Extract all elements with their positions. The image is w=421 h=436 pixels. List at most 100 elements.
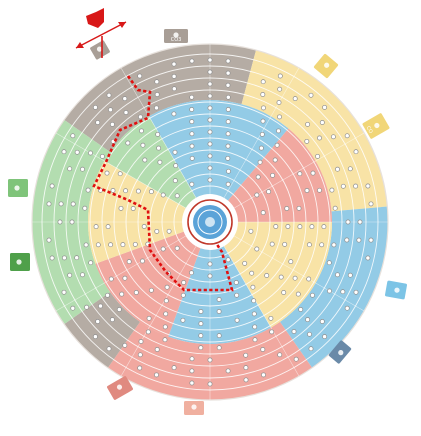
board-space[interactable] [105, 292, 110, 298]
board-space[interactable] [225, 155, 231, 161]
board-space[interactable] [189, 380, 195, 386]
board-space[interactable] [154, 92, 160, 97]
board-space[interactable] [335, 272, 340, 278]
board-space[interactable] [272, 157, 278, 163]
board-space[interactable] [198, 309, 204, 314]
board-space[interactable] [61, 149, 67, 155]
board-space[interactable] [116, 307, 122, 312]
board-space[interactable] [125, 140, 131, 146]
board-space[interactable] [207, 69, 213, 75]
board-space[interactable] [162, 324, 168, 330]
board-space[interactable] [133, 290, 139, 295]
board-space[interactable] [281, 290, 287, 295]
board-space[interactable] [344, 305, 350, 311]
board-space[interactable] [108, 107, 113, 113]
board-space[interactable] [189, 58, 195, 64]
board-space[interactable] [117, 171, 123, 177]
board-space[interactable] [160, 246, 166, 252]
board-space[interactable] [123, 110, 129, 115]
board-space[interactable] [291, 329, 297, 334]
board-space[interactable] [110, 188, 116, 193]
board-space[interactable] [292, 275, 298, 281]
board-space[interactable] [154, 372, 159, 378]
board-space[interactable] [207, 57, 213, 63]
board-space[interactable] [242, 260, 248, 266]
board-space[interactable] [327, 288, 332, 294]
board-space[interactable] [254, 246, 260, 252]
tab-anchor[interactable] [90, 40, 111, 60]
board-spaces[interactable] [46, 57, 374, 387]
board-space[interactable] [260, 210, 266, 216]
board-space[interactable] [306, 276, 312, 282]
board-space[interactable] [189, 131, 195, 137]
player-tabs[interactable]: CO3 CO [8, 29, 407, 415]
board-space[interactable] [225, 82, 231, 88]
board-space[interactable] [264, 273, 270, 278]
board-space[interactable] [317, 135, 322, 141]
board-space[interactable] [260, 347, 266, 352]
board-space[interactable] [109, 317, 115, 323]
board-space[interactable] [162, 337, 168, 343]
board-space[interactable] [141, 224, 147, 229]
board-space[interactable] [80, 166, 85, 172]
board-space[interactable] [46, 237, 52, 243]
board-space[interactable] [304, 188, 310, 193]
board-space[interactable] [319, 120, 325, 125]
board-space[interactable] [276, 100, 282, 105]
board-space[interactable] [92, 334, 98, 340]
board-space[interactable] [122, 342, 128, 348]
board-space[interactable] [174, 193, 180, 199]
board-space[interactable] [269, 241, 275, 247]
board-space[interactable] [57, 219, 63, 225]
board-space[interactable] [268, 315, 274, 321]
board-space[interactable] [171, 365, 177, 371]
board-space[interactable] [198, 321, 204, 327]
board-space[interactable] [260, 118, 266, 124]
board-space[interactable] [174, 245, 180, 251]
board-space[interactable] [171, 61, 177, 67]
board-space[interactable] [284, 206, 290, 211]
board-space[interactable] [122, 275, 128, 281]
tab-ship[interactable]: CO3 [164, 29, 188, 43]
board-space[interactable] [357, 219, 363, 225]
board-space[interactable] [344, 133, 350, 139]
board-space[interactable] [105, 224, 111, 230]
board-space[interactable] [310, 292, 315, 298]
board-space[interactable] [171, 111, 177, 117]
board-space[interactable] [321, 224, 327, 230]
board-space[interactable] [368, 201, 374, 207]
board-space[interactable] [249, 270, 255, 276]
board-space[interactable] [335, 166, 340, 172]
board-space[interactable] [189, 119, 195, 125]
board-space[interactable] [304, 138, 310, 144]
board-space[interactable] [69, 219, 75, 225]
board-space[interactable] [82, 205, 88, 211]
board-space[interactable] [95, 120, 101, 125]
board-space[interactable] [251, 298, 257, 304]
board-space[interactable] [92, 104, 98, 110]
board-space[interactable] [315, 153, 321, 159]
board-space[interactable] [225, 143, 231, 149]
board-space[interactable] [106, 92, 112, 98]
board-space[interactable] [277, 73, 283, 79]
board-space[interactable] [85, 187, 91, 193]
board-space[interactable] [243, 352, 249, 358]
board-space[interactable] [49, 183, 55, 189]
board-space[interactable] [189, 107, 195, 112]
board-space[interactable] [70, 305, 76, 311]
board-space[interactable] [353, 149, 359, 155]
board-space[interactable] [277, 114, 282, 120]
board-space[interactable] [154, 105, 159, 111]
board-space[interactable] [166, 228, 172, 234]
board-space[interactable] [172, 149, 178, 155]
board-space[interactable] [126, 259, 132, 265]
tab-wave[interactable] [385, 280, 407, 300]
board-space[interactable] [108, 242, 114, 248]
board-space[interactable] [137, 352, 143, 358]
board-space[interactable] [198, 333, 204, 339]
board-space[interactable] [118, 205, 124, 211]
board-space[interactable] [137, 365, 143, 371]
board-space[interactable] [104, 170, 110, 176]
tab-tree[interactable] [10, 253, 30, 271]
